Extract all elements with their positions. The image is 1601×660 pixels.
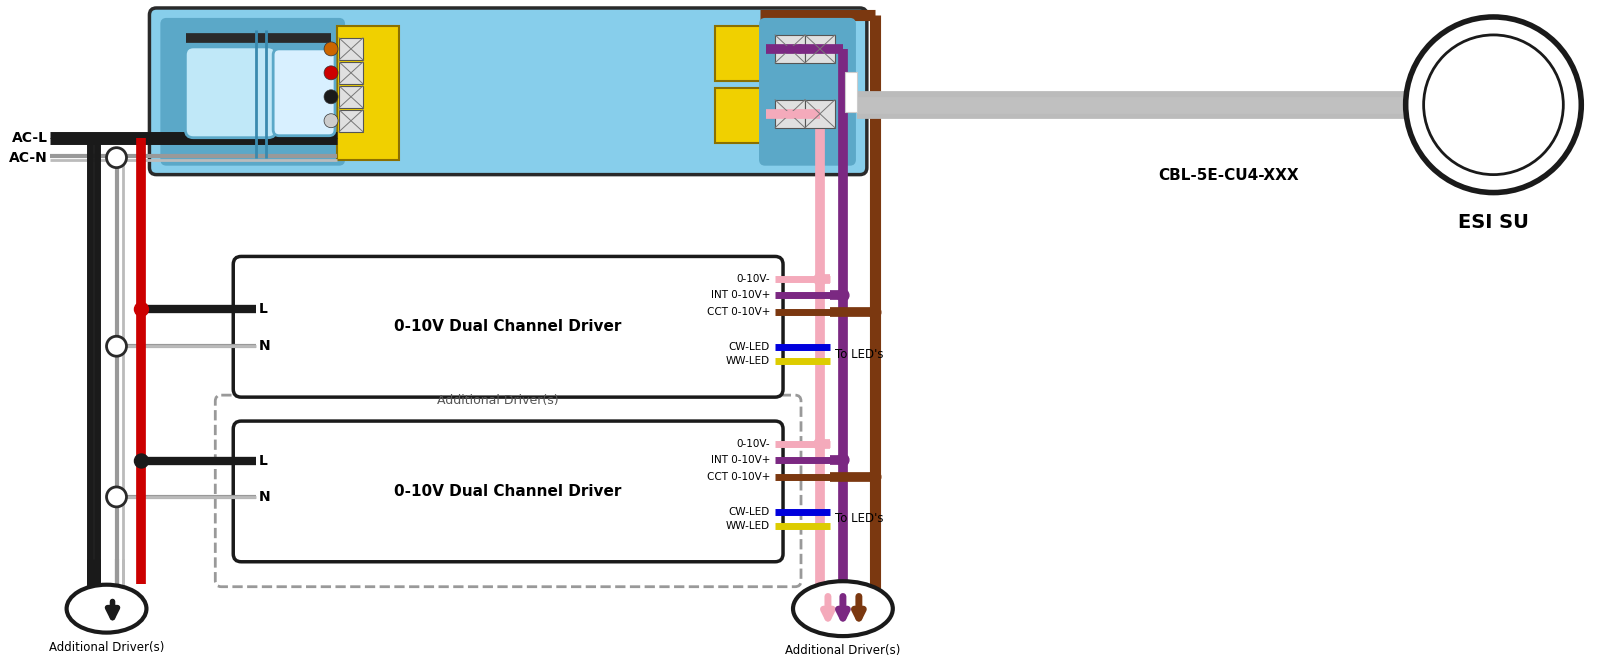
Text: CBL-5E-CU4-XXX: CBL-5E-CU4-XXX <box>1159 168 1300 183</box>
Circle shape <box>107 336 126 356</box>
Text: 0-10V-: 0-10V- <box>736 275 770 284</box>
Text: ESI SU: ESI SU <box>1459 213 1529 232</box>
Text: L: L <box>259 454 267 468</box>
Circle shape <box>813 438 826 450</box>
Circle shape <box>134 302 149 316</box>
Text: CW-LED: CW-LED <box>728 507 770 517</box>
FancyBboxPatch shape <box>162 19 344 164</box>
Text: Additional Driver(s): Additional Driver(s) <box>437 394 559 407</box>
Circle shape <box>323 66 338 80</box>
Circle shape <box>869 306 881 318</box>
Circle shape <box>796 45 804 53</box>
Ellipse shape <box>67 585 146 632</box>
FancyBboxPatch shape <box>234 421 783 562</box>
Text: CCT 0-10V+: CCT 0-10V+ <box>706 472 770 482</box>
Text: INT 0-10V+: INT 0-10V+ <box>711 290 770 300</box>
Circle shape <box>796 110 804 117</box>
Text: WW-LED: WW-LED <box>725 356 770 366</box>
Text: Additional Driver(s): Additional Driver(s) <box>784 644 901 657</box>
FancyBboxPatch shape <box>760 19 855 164</box>
Text: 0-10V Dual Channel Driver: 0-10V Dual Channel Driver <box>394 319 621 334</box>
Text: N: N <box>259 339 271 353</box>
Text: WW-LED: WW-LED <box>725 521 770 531</box>
Circle shape <box>837 289 849 302</box>
Text: 0-10V Dual Channel Driver: 0-10V Dual Channel Driver <box>394 484 621 499</box>
Bar <box>716 88 765 143</box>
Circle shape <box>134 454 149 468</box>
FancyBboxPatch shape <box>234 257 783 397</box>
Text: INT 0-10V+: INT 0-10V+ <box>711 455 770 465</box>
Bar <box>805 35 836 63</box>
Bar <box>339 86 363 108</box>
Circle shape <box>323 90 338 104</box>
Circle shape <box>107 148 126 168</box>
Text: 0-10V-: 0-10V- <box>736 439 770 449</box>
Bar <box>338 26 399 160</box>
FancyBboxPatch shape <box>149 8 866 175</box>
Bar <box>805 100 836 128</box>
Bar <box>775 35 805 63</box>
Bar <box>845 72 857 112</box>
Text: AC-N: AC-N <box>10 150 48 164</box>
Text: N: N <box>259 490 271 504</box>
Bar <box>716 26 765 81</box>
Bar <box>339 110 363 132</box>
Circle shape <box>323 42 338 56</box>
Circle shape <box>869 471 881 483</box>
Text: L: L <box>259 302 267 316</box>
Text: Additional Driver(s): Additional Driver(s) <box>50 641 165 653</box>
Circle shape <box>813 273 826 285</box>
Bar <box>775 100 805 128</box>
Circle shape <box>1423 35 1563 175</box>
Circle shape <box>323 114 338 128</box>
Bar <box>339 38 363 60</box>
Text: CW-LED: CW-LED <box>728 343 770 352</box>
FancyBboxPatch shape <box>186 47 275 138</box>
FancyBboxPatch shape <box>215 395 800 587</box>
Text: To LED's: To LED's <box>836 348 884 361</box>
Ellipse shape <box>792 581 893 636</box>
FancyBboxPatch shape <box>274 49 335 136</box>
Text: CCT 0-10V+: CCT 0-10V+ <box>706 308 770 317</box>
Circle shape <box>1406 17 1582 193</box>
Bar <box>339 62 363 84</box>
Circle shape <box>837 454 849 466</box>
Text: AC-L: AC-L <box>11 131 48 145</box>
Text: To LED's: To LED's <box>836 512 884 525</box>
Circle shape <box>107 487 126 507</box>
